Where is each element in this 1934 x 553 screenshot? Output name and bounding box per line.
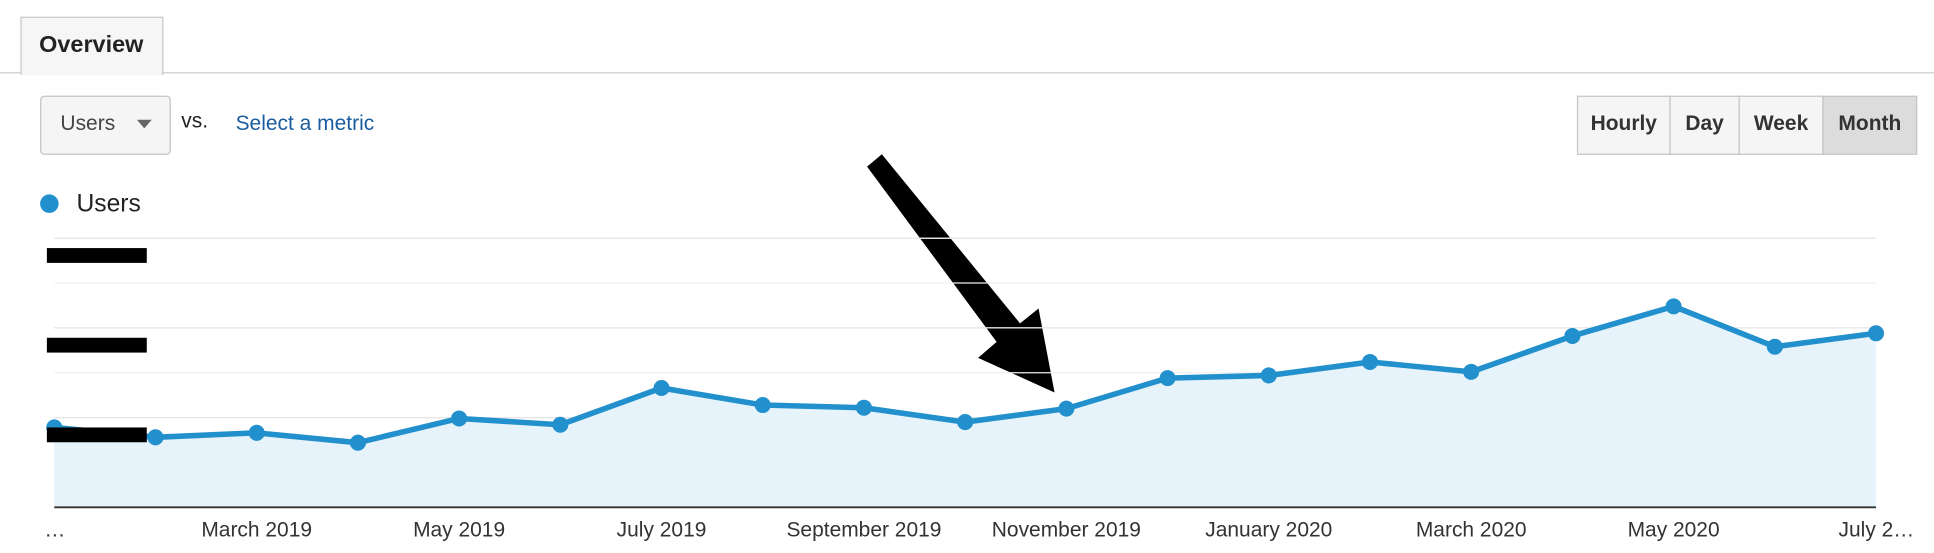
data-point[interactable] — [1766, 338, 1783, 355]
x-tick-label: November 2019 — [992, 518, 1141, 541]
data-point[interactable] — [147, 429, 164, 446]
redacted-tick-label — [46, 427, 147, 443]
granularity-button[interactable] — [1822, 95, 1918, 155]
button-label: Day — [1685, 112, 1724, 135]
data-point[interactable] — [248, 424, 265, 441]
metric-dropdown[interactable] — [40, 95, 171, 155]
dropdown-label: Users — [60, 112, 115, 135]
annotation-arrow — [867, 154, 1055, 393]
x-tick-label: May 2019 — [413, 518, 505, 541]
redacted-tick-label — [46, 337, 147, 353]
data-point[interactable] — [754, 397, 771, 414]
granularity-button[interactable] — [1669, 95, 1740, 155]
select-metric-link[interactable]: Select a metric — [236, 112, 375, 135]
data-point[interactable] — [1665, 298, 1682, 315]
granularity-button[interactable] — [1576, 95, 1671, 155]
data-point[interactable] — [552, 416, 569, 433]
x-tick-label: July 2019 — [617, 518, 707, 541]
tab-join — [22, 70, 162, 76]
series-area — [54, 306, 1877, 508]
data-point[interactable] — [1159, 370, 1176, 387]
data-point[interactable] — [349, 434, 366, 451]
x-tick-label: September 2019 — [786, 518, 941, 541]
vs-label: vs. — [181, 110, 208, 133]
chart: Users … March 2019 May 2019 July 2019 Septemb… — [40, 190, 1914, 541]
data-point[interactable] — [451, 410, 468, 427]
data-point[interactable] — [1260, 367, 1277, 384]
x-tick-label: January 2020 — [1205, 518, 1332, 541]
data-point[interactable] — [1868, 325, 1885, 342]
data-point[interactable] — [1463, 363, 1480, 380]
legend-label: Users — [76, 190, 140, 217]
x-tick-label: July 2… — [1839, 518, 1915, 541]
button-label: Week — [1754, 112, 1809, 135]
data-point[interactable] — [1564, 327, 1581, 344]
x-tick-label: … — [44, 518, 65, 541]
button-label: Month — [1838, 112, 1901, 135]
data-point[interactable] — [1058, 400, 1075, 417]
tab-label: Overview — [39, 31, 144, 57]
redacted-tick-label — [46, 248, 147, 263]
data-point[interactable] — [855, 399, 872, 416]
dropdown-caret — [136, 119, 152, 129]
legend-marker — [40, 194, 59, 213]
data-point[interactable] — [957, 414, 974, 431]
button-label: Hourly — [1591, 112, 1658, 135]
x-tick-label: May 2020 — [1628, 518, 1720, 541]
data-point[interactable] — [1361, 353, 1379, 370]
x-tick-label: March 2020 — [1416, 518, 1527, 541]
x-tick-label: March 2019 — [201, 518, 312, 541]
granularity-group: Hourly Day Week Month — [1576, 95, 1918, 155]
data-point[interactable] — [653, 379, 670, 397]
